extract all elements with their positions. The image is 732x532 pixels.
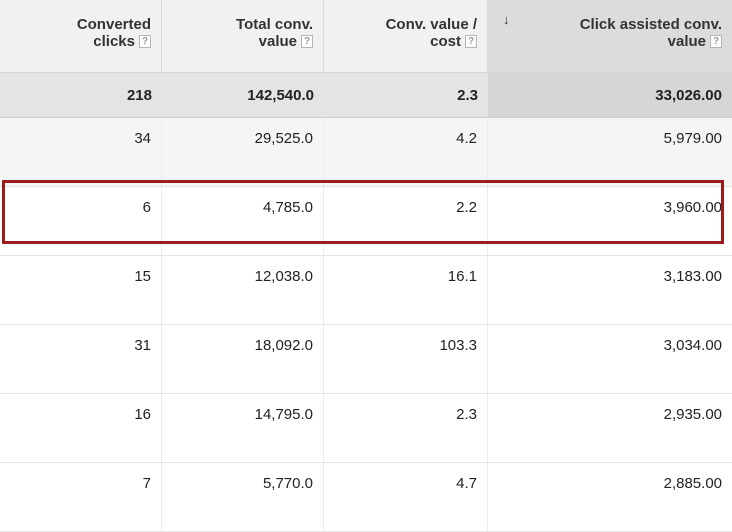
column-header-label-line2: clicks (93, 33, 135, 50)
table-row[interactable]: 31 18,092.0 103.3 3,034.00 (0, 325, 732, 394)
column-header-label-line1: Click assisted conv. (579, 16, 722, 33)
table-cell: 3,960.00 (663, 199, 722, 216)
table-cell: 18,092.0 (162, 325, 324, 393)
table-cell: 3,183.00 (663, 268, 722, 285)
column-header-label-line2: value (258, 33, 297, 50)
totals-row: 218 142,540.0 2.3 33,026.00 (0, 73, 732, 118)
column-header-converted-clicks[interactable]: Converted clicks? (0, 0, 162, 72)
table-cell: 2.2 (324, 187, 488, 255)
table-cell: 2,885.00 (663, 475, 722, 492)
column-header-total-conv-value[interactable]: Total conv. value? (162, 0, 324, 72)
table-row[interactable]: 7 5,770.0 4.7 2,885.00 (0, 463, 732, 532)
table-cell: 29,525.0 (162, 118, 324, 186)
table-cell: 3,034.00 (663, 337, 722, 354)
table-cell: 15 (0, 256, 162, 324)
table-row[interactable]: 16 14,795.0 2.3 2,935.00 (0, 394, 732, 463)
total-cell: 2.3 (457, 87, 478, 104)
total-cell: 142,540.0 (247, 87, 314, 104)
help-icon[interactable]: ? (301, 35, 313, 48)
help-icon[interactable]: ? (465, 35, 477, 48)
table-cell: 5,979.00 (663, 130, 722, 147)
table-cell: 2,935.00 (663, 406, 722, 423)
column-header-label-line1: Total conv. (236, 16, 313, 33)
help-icon[interactable]: ? (710, 35, 722, 48)
table-cell: 31 (0, 325, 162, 393)
table-cell: 4,785.0 (162, 187, 324, 255)
table-header: Converted clicks? Total conv. value? Con… (0, 0, 732, 73)
column-header-click-assisted-conv-value[interactable]: ↓ Click assisted conv. value? (488, 0, 732, 72)
table-row[interactable]: 6 4,785.0 2.2 3,960.00 (0, 187, 732, 256)
table-cell: 4.2 (324, 118, 488, 186)
table-cell: 16 (0, 394, 162, 462)
table-cell: 7 (0, 463, 162, 531)
column-header-label-line2: value (667, 33, 706, 50)
table-cell: 2.3 (324, 394, 488, 462)
table-cell: 14,795.0 (162, 394, 324, 462)
table-cell: 6 (0, 187, 162, 255)
table-cell: 34 (0, 118, 162, 186)
sort-descending-icon: ↓ (503, 12, 510, 27)
table-row[interactable]: 34 29,525.0 4.2 5,979.00 (0, 118, 732, 187)
table-cell: 12,038.0 (162, 256, 324, 324)
table-cell: 4.7 (324, 463, 488, 531)
column-header-label-line1: Converted (76, 16, 151, 33)
total-cell: 218 (126, 87, 152, 104)
table-cell: 103.3 (324, 325, 488, 393)
table-cell: 5,770.0 (162, 463, 324, 531)
column-header-conv-value-cost[interactable]: Conv. value / cost? (324, 0, 488, 72)
table-row[interactable]: 15 12,038.0 16.1 3,183.00 (0, 256, 732, 325)
column-header-label-line2: cost (430, 33, 461, 50)
table-cell: 16.1 (324, 256, 488, 324)
help-icon[interactable]: ? (139, 35, 151, 48)
total-cell: 33,026.00 (488, 73, 732, 117)
column-header-label-line1: Conv. value / (385, 16, 477, 33)
